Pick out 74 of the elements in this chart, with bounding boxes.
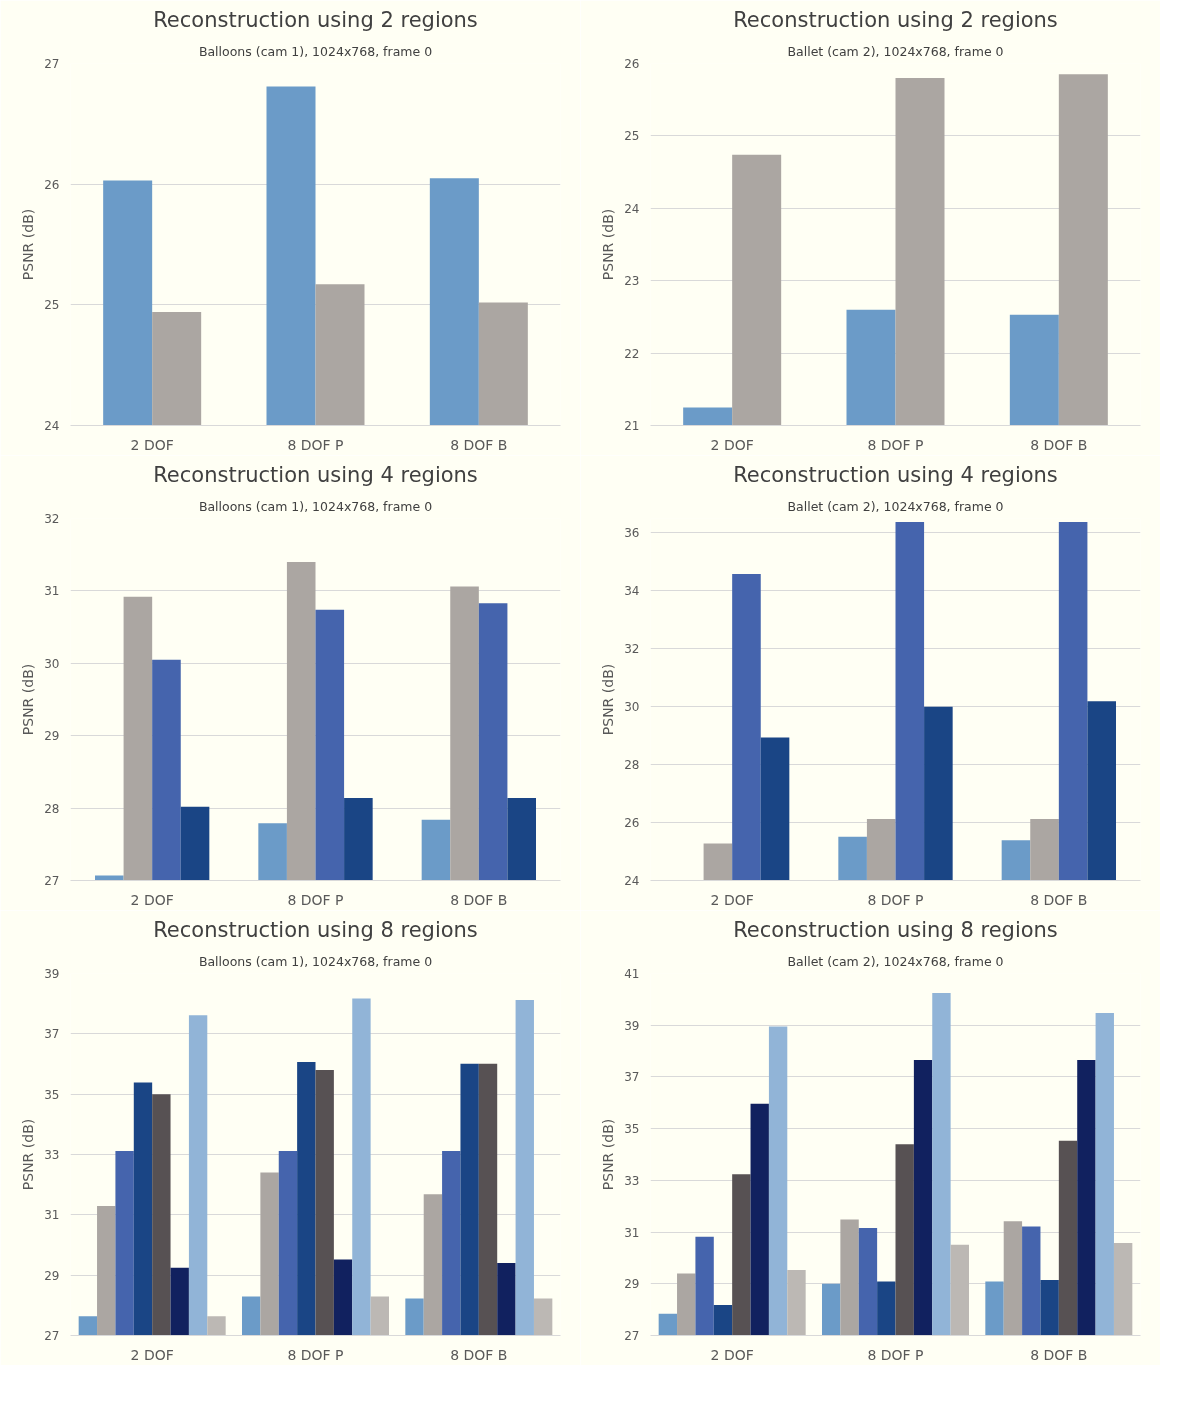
y-tick-label: 29 [44,1268,60,1283]
x-tick-label: 8 DOF B [450,891,508,908]
x-tick-label: 2 DOF [130,891,174,908]
y-axis-title: PSNR (dB) [600,208,617,281]
x-tick-label: 8 DOF P [287,436,344,453]
y-axis-title: PSNR (dB) [600,1118,617,1191]
y-tick-label: 25 [44,298,60,313]
y-tick-label: 33 [44,1148,60,1162]
x-tick-label: 2 DOF [710,436,754,453]
x-tick-label: 8 DOF B [450,1346,508,1363]
y-tick-label: 39 [44,967,60,981]
chart-subtitle: Balloons (cam 1), 1024x768, frame 0 [198,498,433,514]
x-tick-label: 8 DOF B [1030,436,1088,453]
y-tick-label: 27 [44,1329,60,1343]
x-tick-label: 2 DOF [710,1346,754,1363]
y-tick-label: 29 [624,1277,640,1292]
x-tick-label: 8 DOF B [1030,891,1088,908]
y-tick-label: 30 [624,700,640,715]
y-tick-label: 26 [44,177,60,192]
chart-title: Reconstruction using 2 regions [733,7,1058,32]
y-tick-label: 31 [624,1225,640,1240]
y-tick-label: 27 [624,1329,640,1343]
x-tick-label: 8 DOF P [867,1346,924,1363]
y-tick-label: 27 [44,57,60,71]
y-tick-label: 37 [624,1070,640,1085]
y-axis-title: PSNR (dB) [20,663,37,736]
y-tick-label: 35 [44,1087,60,1102]
y-tick-label: 35 [624,1122,640,1137]
chart-title: Reconstruction using 4 regions [733,462,1058,487]
y-tick-label: 28 [44,801,60,816]
y-tick-label: 41 [624,967,640,981]
chart-subtitle: Balloons (cam 1), 1024x768, frame 0 [198,43,433,59]
y-tick-label: 26 [624,816,640,831]
y-tick-label: 22 [624,346,640,361]
y-tick-label: 24 [624,201,640,216]
y-tick-label: 37 [44,1027,60,1042]
y-tick-label: 25 [624,129,640,144]
x-tick-label: 8 DOF P [287,1346,344,1363]
y-axis-title: PSNR (dB) [20,1118,37,1191]
chart-subtitle: Balloons (cam 1), 1024x768, frame 0 [198,953,433,969]
y-tick-label: 23 [624,274,640,289]
y-tick-label: 21 [624,419,640,433]
chart-title: Reconstruction using 2 regions [153,7,478,32]
y-tick-label: 36 [624,526,640,541]
y-tick-label: 29 [44,729,60,744]
x-tick-label: 8 DOF B [1030,1346,1088,1363]
y-tick-label: 24 [624,874,640,888]
x-tick-label: 8 DOF P [867,891,924,908]
x-tick-label: 2 DOF [710,891,754,908]
y-tick-label: 39 [624,1018,640,1033]
y-axis-title: PSNR (dB) [20,208,37,281]
chart-subtitle: Ballet (cam 2), 1024x768, frame 0 [787,43,1004,59]
x-tick-label: 8 DOF B [450,436,508,453]
chart-title: Reconstruction using 8 regions [733,917,1058,942]
chart-title: Reconstruction using 8 regions [153,917,478,942]
y-tick-label: 34 [624,584,640,599]
y-tick-label: 28 [624,758,640,773]
chart-subtitle: Ballet (cam 2), 1024x768, frame 0 [787,953,1004,969]
y-tick-label: 32 [44,512,60,526]
x-tick-label: 8 DOF P [287,891,344,908]
x-tick-label: 2 DOF [130,1346,174,1363]
y-tick-label: 27 [44,874,60,888]
y-tick-label: 26 [624,57,640,71]
y-axis-title: PSNR (dB) [600,663,617,736]
y-tick-label: 32 [624,642,640,657]
x-tick-label: 2 DOF [130,436,174,453]
y-tick-label: 24 [44,419,60,433]
y-tick-label: 30 [44,656,60,671]
x-tick-label: 8 DOF P [867,436,924,453]
y-tick-label: 31 [44,584,60,599]
y-tick-label: 31 [44,1208,60,1223]
y-tick-label: 33 [624,1173,640,1188]
chart-subtitle: Ballet (cam 2), 1024x768, frame 0 [787,498,1004,514]
chart-title: Reconstruction using 4 regions [153,462,478,487]
